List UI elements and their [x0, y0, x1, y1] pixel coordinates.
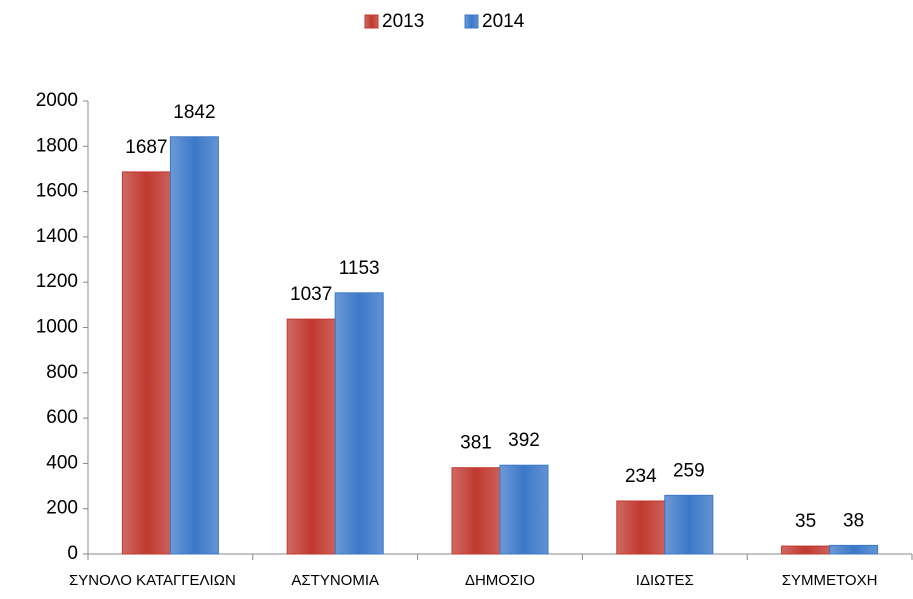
x-tick-label: ΙΔΙΩΤΕΣ	[636, 572, 694, 589]
y-tick-label: 200	[46, 498, 78, 519]
x-tick-label: ΔΗΜΟΣΙΟ	[465, 572, 535, 589]
data-label: 1842	[173, 102, 215, 123]
data-label: 1037	[290, 284, 332, 305]
legend-label: 2014	[482, 11, 525, 32]
y-tick-label: 1000	[36, 317, 78, 338]
bar	[121, 171, 171, 555]
data-label: 392	[508, 430, 540, 451]
data-label: 1687	[125, 137, 167, 158]
y-tick-label: 0	[67, 543, 78, 564]
y-tick-label: 1400	[36, 226, 78, 247]
legend-swatch	[464, 14, 479, 29]
bar	[286, 318, 336, 555]
data-label: 1153	[339, 258, 380, 279]
y-tick-label: 2000	[36, 90, 78, 111]
y-tick-label: 1600	[36, 181, 78, 202]
bar	[334, 292, 384, 555]
data-label: 35	[795, 511, 816, 532]
x-tick-label: ΑΣΤΥΝΟΜΙΑ	[291, 572, 379, 589]
x-tick-label: ΣΥΝΟΛΟ ΚΑΤΑΓΓΕΛΙΩΝ	[69, 572, 236, 589]
data-label: 38	[843, 510, 864, 531]
legend-swatch	[364, 14, 379, 29]
y-tick-label: 400	[46, 452, 78, 473]
bar	[451, 467, 501, 555]
bar	[829, 544, 879, 555]
data-label: 259	[673, 460, 705, 481]
legend-label: 2013	[382, 11, 424, 32]
y-tick-label: 800	[46, 362, 78, 383]
y-tick-label: 1200	[36, 271, 78, 292]
data-label: 381	[460, 433, 492, 454]
y-tick-label: 1800	[36, 135, 78, 156]
data-label: 234	[625, 466, 657, 487]
bar	[781, 545, 831, 555]
y-tick-label: 600	[46, 407, 78, 428]
x-tick-label: ΣΥΜΜΕΤΟΧΗ	[782, 572, 878, 589]
bar	[616, 500, 666, 555]
bar	[499, 464, 549, 555]
bar	[664, 494, 714, 555]
bar	[169, 136, 219, 555]
